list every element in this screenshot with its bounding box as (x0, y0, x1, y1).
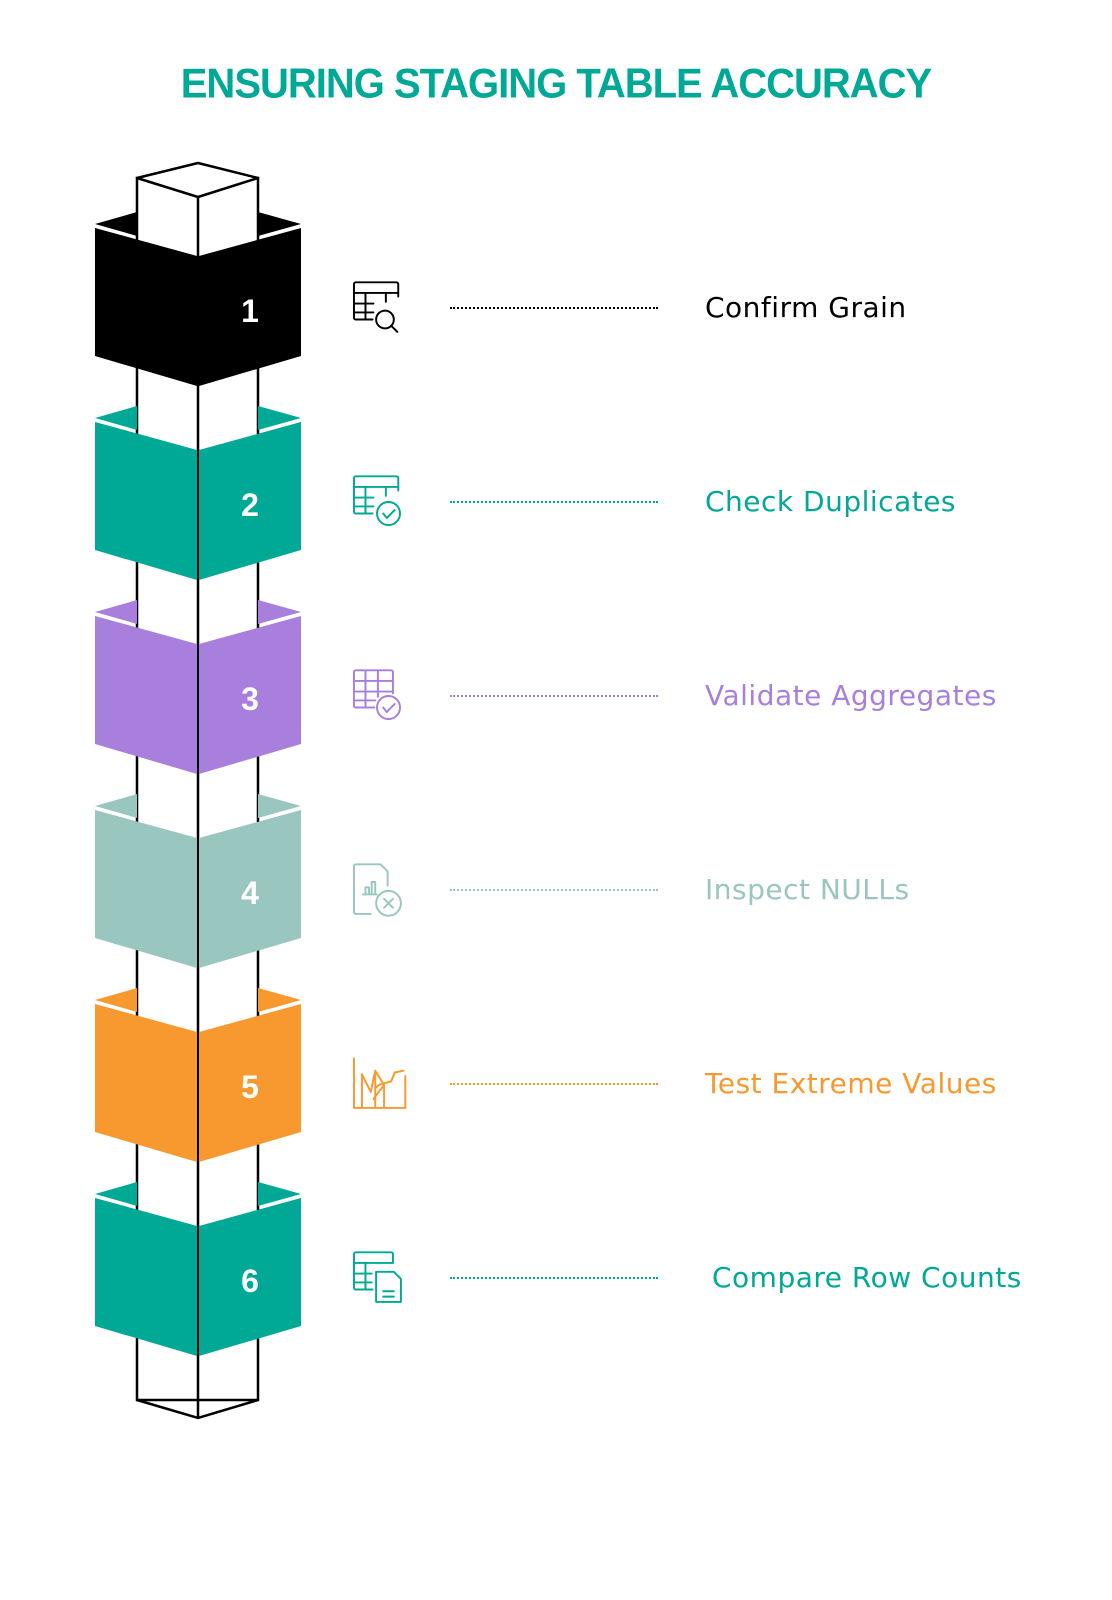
block-number: 4 (241, 875, 259, 911)
block-number: 2 (241, 487, 259, 523)
step-label: Confirm Grain (705, 291, 907, 324)
block-back-right (258, 988, 301, 1012)
step-label: Check Duplicates (705, 485, 957, 518)
block-number: 1 (241, 293, 259, 329)
spiky-chart-icon (346, 1053, 408, 1115)
block-3: 3 (95, 600, 301, 774)
block-back-left (95, 794, 137, 818)
block-right-face (199, 616, 301, 774)
block-right-face (199, 422, 301, 580)
block-number: 6 (241, 1263, 259, 1299)
step-label: Inspect NULLs (705, 873, 910, 906)
step-label: Compare Row Counts (712, 1261, 1022, 1294)
step-label: Test Extreme Values (705, 1067, 997, 1100)
step-1: Confirm Grain (340, 277, 1100, 347)
step-2: Check Duplicates (340, 471, 1100, 541)
block-left-face (95, 810, 197, 968)
block-back-right (258, 212, 301, 236)
block-back-right (258, 406, 301, 430)
block-left-face (95, 616, 197, 774)
block-4: 4 (95, 794, 301, 968)
step-4: Inspect NULLs (340, 859, 1100, 929)
page-title: ENSURING STAGING TABLE ACCURACY (180, 60, 932, 108)
block-left-face (95, 1198, 197, 1356)
block-left-face (95, 422, 197, 580)
block-6: 6 (95, 1182, 301, 1356)
block-right-face (199, 228, 301, 386)
block-back-left (95, 1182, 137, 1206)
dotted-connector (450, 889, 658, 891)
document-chart-x-icon (346, 859, 408, 921)
dotted-connector (450, 1083, 658, 1085)
block-back-left (95, 600, 137, 624)
block-5: 5 (95, 988, 301, 1162)
block-back-right (258, 600, 301, 624)
block-right-face (199, 1198, 301, 1356)
step-6: Compare Row Counts (340, 1247, 1100, 1317)
block-2: 2 (95, 406, 301, 580)
block-back-left (95, 406, 137, 430)
grid-check-icon (346, 665, 408, 727)
block-left-face (95, 228, 197, 386)
block-back-left (95, 212, 137, 236)
dotted-connector (450, 501, 658, 503)
table-check-icon (346, 471, 408, 533)
block-number: 3 (241, 681, 259, 717)
block-1: 1 (95, 212, 301, 386)
column-bottom (136, 1398, 259, 1420)
step-3: Validate Aggregates (340, 665, 1100, 735)
block-left-face (95, 1004, 197, 1162)
tower-diagram: 1 2 3 4 5 6 (95, 161, 301, 1420)
column-top-cap (135, 161, 260, 199)
block-right-face (199, 810, 301, 968)
table-search-icon (346, 277, 408, 339)
block-right-face (199, 1004, 301, 1162)
block-back-right (258, 794, 301, 818)
block-number: 5 (241, 1069, 259, 1105)
block-back-left (95, 988, 137, 1012)
step-5: Test Extreme Values (340, 1053, 1100, 1123)
table-document-icon (346, 1247, 408, 1309)
dotted-connector (450, 1277, 658, 1279)
block-back-right (258, 1182, 301, 1206)
step-label: Validate Aggregates (705, 679, 997, 712)
dotted-connector (450, 307, 658, 309)
dotted-connector (450, 695, 658, 697)
